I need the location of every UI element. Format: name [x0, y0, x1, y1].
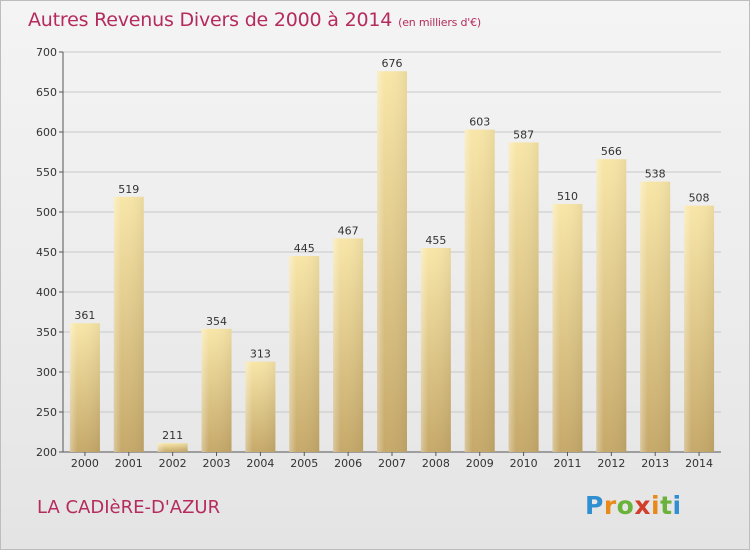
x-tick-label: 2010	[510, 457, 538, 470]
x-tick-label: 2006	[334, 457, 362, 470]
data-label: 603	[469, 116, 490, 129]
city-name: LA CADIèRE-D'AZUR	[37, 497, 221, 518]
x-tick-label: 2012	[597, 457, 625, 470]
data-label: 538	[645, 168, 666, 181]
data-label: 519	[118, 183, 139, 196]
data-label: 467	[338, 224, 359, 237]
y-tick-label: 350	[36, 326, 57, 339]
data-label: 445	[294, 242, 315, 255]
x-tick-label: 2009	[466, 457, 494, 470]
data-label: 361	[74, 309, 95, 322]
bar-shade	[552, 204, 583, 452]
data-label: 587	[513, 128, 534, 141]
y-tick-label: 600	[36, 126, 57, 139]
x-tick-label: 2000	[71, 457, 99, 470]
x-tick-label: 2013	[641, 457, 669, 470]
y-tick-label: 500	[36, 206, 57, 219]
y-tick-label: 700	[36, 46, 57, 59]
x-tick-label: 2004	[246, 457, 274, 470]
data-label: 211	[162, 429, 183, 442]
y-tick-label: 250	[36, 406, 57, 419]
chart-title: Autres Revenus Divers de 2000 à 2014 (en …	[28, 9, 481, 31]
x-tick-label: 2011	[553, 457, 581, 470]
data-label: 566	[601, 145, 622, 158]
x-tick-label: 2001	[115, 457, 143, 470]
bar-shade	[333, 238, 364, 452]
x-tick-label: 2002	[159, 457, 187, 470]
bars	[69, 71, 715, 452]
bar-shade	[245, 361, 276, 452]
bar-shade	[69, 323, 100, 452]
bar-shade	[157, 443, 188, 452]
data-label: 510	[557, 190, 578, 203]
proxiti-logo: Proxiti	[585, 491, 682, 520]
bar-shade	[684, 205, 715, 452]
y-tick-label: 300	[36, 366, 57, 379]
data-label: 676	[382, 57, 403, 70]
data-labels: 361 519 211 354 313 445 467 676 455 603 587 510 566 5…	[74, 57, 709, 442]
bar-shade	[508, 142, 539, 452]
data-label: 354	[206, 315, 227, 328]
y-tick-label: 650	[36, 86, 57, 99]
y-tick-label: 200	[36, 446, 57, 459]
bar-shade	[289, 256, 320, 452]
x-tick-label: 2008	[422, 457, 450, 470]
x-tick-label: 2014	[685, 457, 713, 470]
data-label: 455	[425, 234, 446, 247]
data-label: 313	[250, 348, 271, 361]
bar-shade	[464, 129, 495, 452]
chart-subtitle: (en milliers d'€)	[398, 16, 482, 29]
bar-shade	[640, 181, 671, 452]
data-label: 508	[689, 192, 710, 205]
y-tick-label: 550	[36, 166, 57, 179]
bar-shade	[201, 328, 232, 452]
bar-shade	[113, 196, 144, 452]
bar-shade	[596, 159, 627, 452]
x-tick-label: 2003	[203, 457, 231, 470]
y-tick-label: 450	[36, 246, 57, 259]
bar-shade	[420, 248, 451, 452]
x-tick-label: 2007	[378, 457, 406, 470]
chart-title-text: Autres Revenus Divers de 2000 à 2014	[28, 9, 393, 31]
bar-shade	[377, 71, 407, 452]
x-tick-label: 2005	[290, 457, 318, 470]
y-tick-label: 400	[36, 286, 57, 299]
